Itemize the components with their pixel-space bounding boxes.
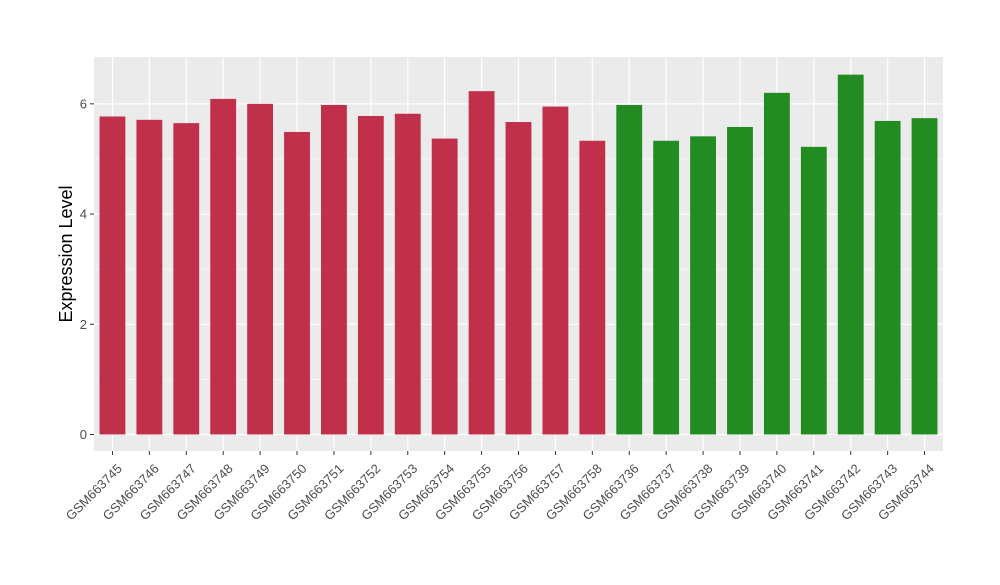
bar-GSM663750 [284, 131, 310, 435]
bar-GSM663756 [505, 122, 532, 435]
bar-GSM663740 [763, 92, 790, 435]
bar-GSM663739 [727, 126, 753, 435]
y-tick-label: 2 [80, 317, 87, 332]
bar-GSM663744 [911, 118, 938, 435]
bar-GSM663754 [431, 138, 458, 435]
bars [99, 74, 938, 435]
y-axis-label: Expression Level [56, 185, 76, 322]
bar-GSM663748 [210, 98, 237, 435]
bar-GSM663745 [99, 116, 126, 435]
bar-GSM663758 [579, 140, 606, 435]
bar-GSM663742 [837, 74, 864, 435]
bar-GSM663752 [357, 115, 384, 435]
y-axis: 0 2 4 6 [80, 96, 94, 442]
bar-GSM663741 [800, 146, 827, 435]
bar-GSM663738 [690, 136, 716, 435]
bar-GSM663753 [394, 113, 421, 435]
bar-GSM663755 [468, 91, 495, 435]
bar-GSM663736 [616, 104, 643, 435]
bar-GSM663743 [874, 120, 901, 435]
bar-GSM663757 [542, 106, 569, 435]
bar-GSM663751 [321, 104, 347, 435]
y-tick-label: 0 [80, 427, 87, 442]
bar-GSM663749 [247, 103, 274, 435]
bar-GSM663737 [653, 140, 680, 435]
bar-GSM663747 [173, 123, 200, 435]
y-tick-label: 6 [80, 96, 87, 111]
x-axis: GSM663745GSM663746GSM663747GSM663748GSM6… [63, 451, 937, 523]
y-tick-label: 4 [80, 207, 87, 222]
bar-GSM663746 [136, 119, 163, 435]
